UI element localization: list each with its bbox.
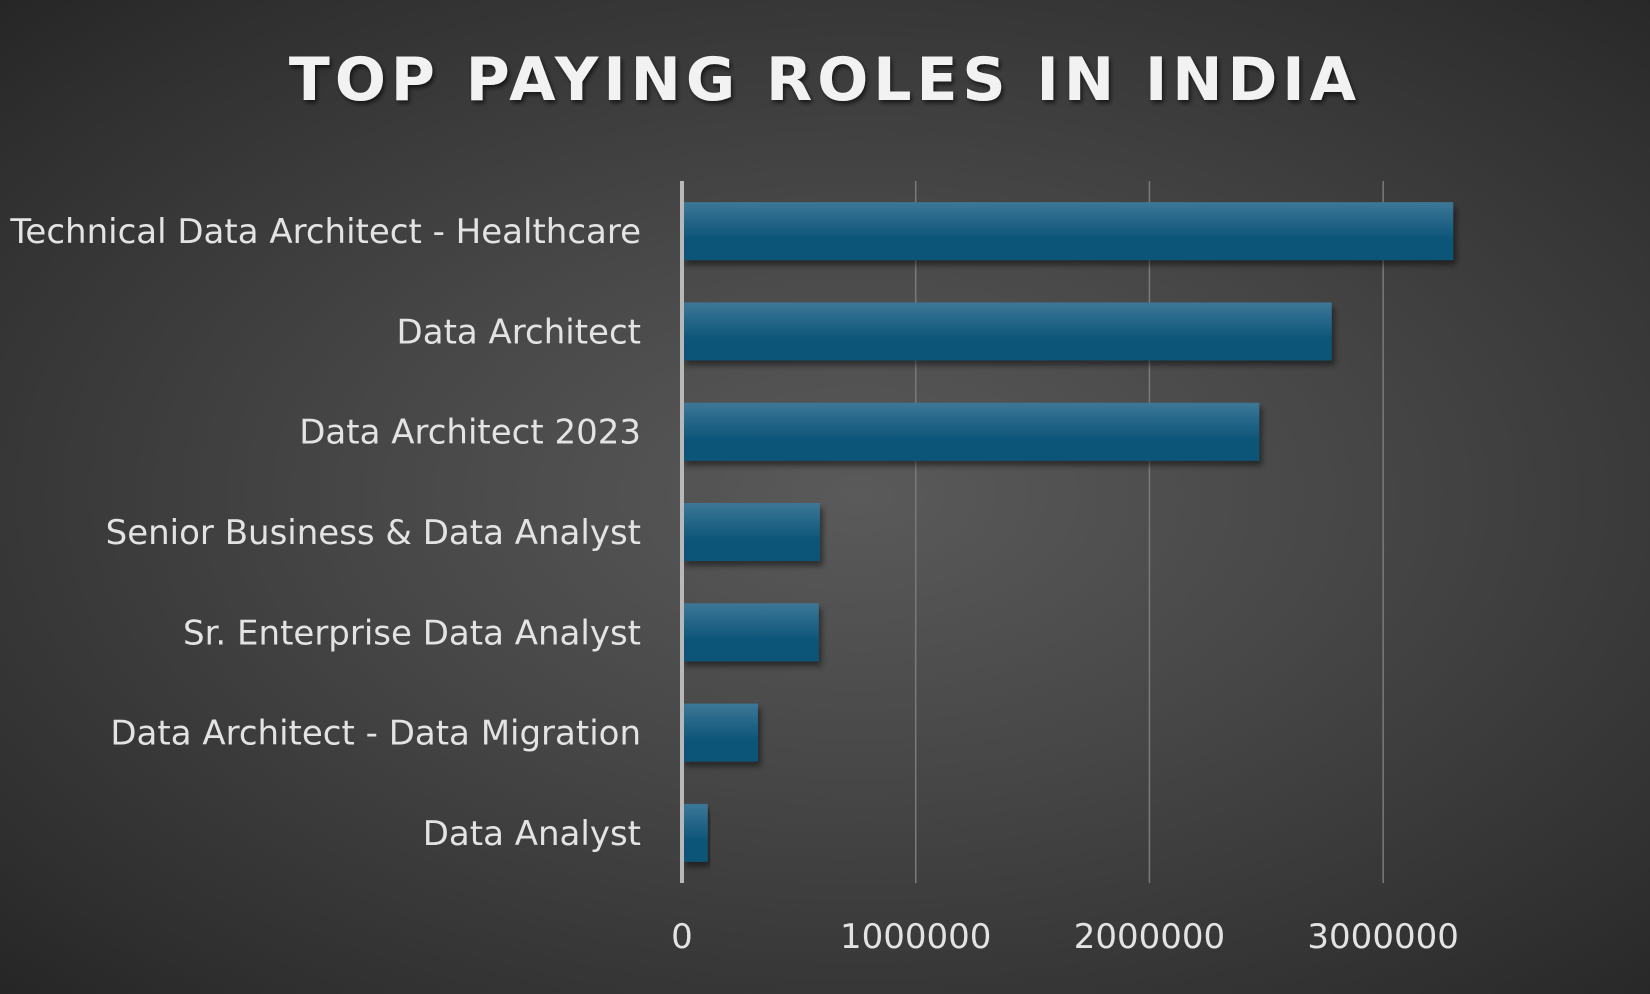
category-label: Sr. Enterprise Data Analyst [183,613,641,653]
bar [682,402,1260,461]
bar [682,803,708,862]
bar [682,302,1332,361]
bar [682,202,1454,261]
category-label: Data Architect - Data Migration [110,714,641,754]
x-tick-label: 0 [671,917,693,957]
category-label: Data Architect 2023 [299,413,641,453]
category-label: Senior Business & Data Analyst [106,513,641,553]
x-tick-label: 3000000 [1307,917,1458,957]
bar [682,503,820,561]
x-tick-label: 2000000 [1074,917,1225,957]
category-label: Data Analyst [423,814,641,854]
bar [682,603,819,662]
category-labels: Technical Data Architect - Healthcare Dat… [9,212,641,854]
category-label: Data Architect [397,312,641,352]
category-label: Technical Data Architect - Healthcare [9,212,641,252]
gridlines [914,181,1384,883]
bars [682,202,1454,862]
x-tick-labels: 0 1000000 2000000 3000000 [671,917,1459,957]
x-tick-label: 1000000 [840,917,991,957]
bar [682,703,758,762]
chart-title: TOP PAYING ROLES IN INDIA [289,45,1361,115]
